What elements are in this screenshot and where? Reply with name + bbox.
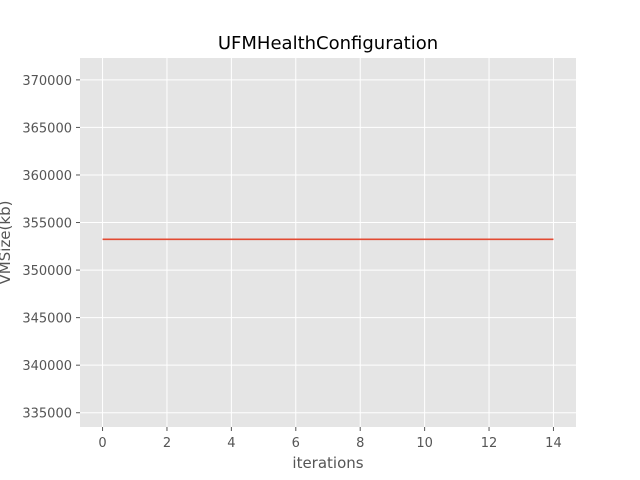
grid-lines: [80, 58, 576, 427]
y-tick-label: 345000: [22, 312, 72, 327]
x-tick-label: 8: [356, 436, 364, 451]
y-axis-label: VMSize(kb): [0, 201, 14, 285]
axis-ticks: 0 2 4 6 8 10 12 14 335000 340000 345000 350000 35500…: [22, 74, 561, 451]
x-tick-label: 0: [98, 436, 106, 451]
x-tick-label: 14: [545, 436, 562, 451]
y-tick-label: 355000: [22, 217, 72, 232]
x-tick-label: 2: [163, 436, 171, 451]
x-tick-label: 4: [227, 436, 235, 451]
y-tick-label: 370000: [22, 74, 72, 89]
y-tick-label: 360000: [22, 169, 72, 184]
y-tick-label: 340000: [22, 359, 72, 374]
y-tick-label: 335000: [22, 407, 72, 422]
chart-title: UFMHealthConfiguration: [218, 33, 438, 54]
x-tick-label: 6: [292, 436, 300, 451]
y-tick-label: 365000: [22, 121, 72, 136]
x-tick-label: 12: [481, 436, 498, 451]
x-axis-label: iterations: [292, 454, 363, 472]
x-tick-label: 10: [416, 436, 433, 451]
plot-area: [80, 58, 576, 427]
y-tick-label: 350000: [22, 264, 72, 279]
